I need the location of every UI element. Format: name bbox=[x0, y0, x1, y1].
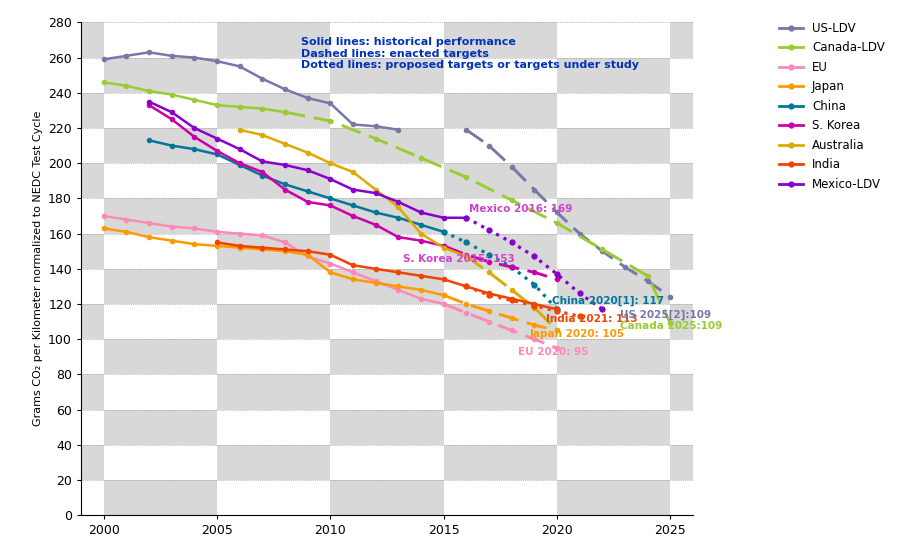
Bar bbox=[104, 269, 217, 304]
Bar bbox=[444, 445, 557, 480]
Bar bbox=[557, 198, 670, 234]
Bar bbox=[670, 163, 784, 198]
Bar bbox=[104, 198, 217, 234]
Bar bbox=[330, 480, 444, 515]
Bar bbox=[330, 339, 444, 375]
Bar bbox=[217, 445, 330, 480]
Text: Japan 2020: 105: Japan 2020: 105 bbox=[530, 329, 625, 339]
Bar bbox=[670, 375, 784, 409]
Bar bbox=[670, 445, 784, 480]
Bar bbox=[0, 304, 104, 339]
Bar bbox=[217, 375, 330, 409]
Bar bbox=[330, 198, 444, 234]
Bar bbox=[104, 480, 217, 515]
Bar bbox=[330, 128, 444, 163]
Bar bbox=[104, 58, 217, 93]
Bar bbox=[557, 480, 670, 515]
Bar bbox=[217, 304, 330, 339]
Bar bbox=[670, 234, 784, 269]
Bar bbox=[670, 304, 784, 339]
Bar bbox=[0, 375, 104, 409]
Bar bbox=[0, 93, 104, 128]
Bar bbox=[104, 339, 217, 375]
Bar bbox=[217, 93, 330, 128]
Bar bbox=[330, 58, 444, 93]
Text: China 2020[1]: 117: China 2020[1]: 117 bbox=[553, 296, 664, 306]
Bar bbox=[104, 128, 217, 163]
Bar bbox=[557, 409, 670, 445]
Text: Canada 2025:109: Canada 2025:109 bbox=[620, 321, 723, 330]
Bar bbox=[557, 269, 670, 304]
Text: India 2021: 113: India 2021: 113 bbox=[545, 314, 637, 324]
Bar bbox=[444, 234, 557, 269]
Bar bbox=[0, 22, 104, 58]
Text: EU 2020: 95: EU 2020: 95 bbox=[518, 347, 589, 357]
Bar bbox=[0, 234, 104, 269]
Bar bbox=[557, 58, 670, 93]
Bar bbox=[0, 445, 104, 480]
Bar bbox=[444, 163, 557, 198]
Legend: US-LDV, Canada-LDV, EU, Japan, China, S. Korea, Australia, India, Mexico-LDV: US-LDV, Canada-LDV, EU, Japan, China, S.… bbox=[774, 17, 889, 195]
Bar bbox=[0, 163, 104, 198]
Text: Solid lines: historical performance
Dashed lines: enacted targets
Dotted lines: : Solid lines: historical performance Dash… bbox=[302, 37, 639, 71]
Text: Mexico 2016: 169: Mexico 2016: 169 bbox=[469, 204, 572, 214]
Bar bbox=[104, 409, 217, 445]
Bar bbox=[444, 375, 557, 409]
Bar bbox=[330, 409, 444, 445]
Bar bbox=[217, 163, 330, 198]
Bar bbox=[217, 22, 330, 58]
Bar bbox=[670, 22, 784, 58]
Bar bbox=[217, 234, 330, 269]
Bar bbox=[557, 339, 670, 375]
Text: S. Korea 2015: 153: S. Korea 2015: 153 bbox=[403, 254, 515, 264]
Bar bbox=[330, 269, 444, 304]
Bar bbox=[557, 128, 670, 163]
Bar bbox=[444, 93, 557, 128]
Y-axis label: Grams CO₂ per Kilometer normalized to NEDC Test Cycle: Grams CO₂ per Kilometer normalized to NE… bbox=[32, 111, 42, 427]
Bar bbox=[670, 93, 784, 128]
Bar bbox=[444, 22, 557, 58]
Bar bbox=[444, 304, 557, 339]
Text: US 2025[2]:109: US 2025[2]:109 bbox=[620, 310, 712, 320]
